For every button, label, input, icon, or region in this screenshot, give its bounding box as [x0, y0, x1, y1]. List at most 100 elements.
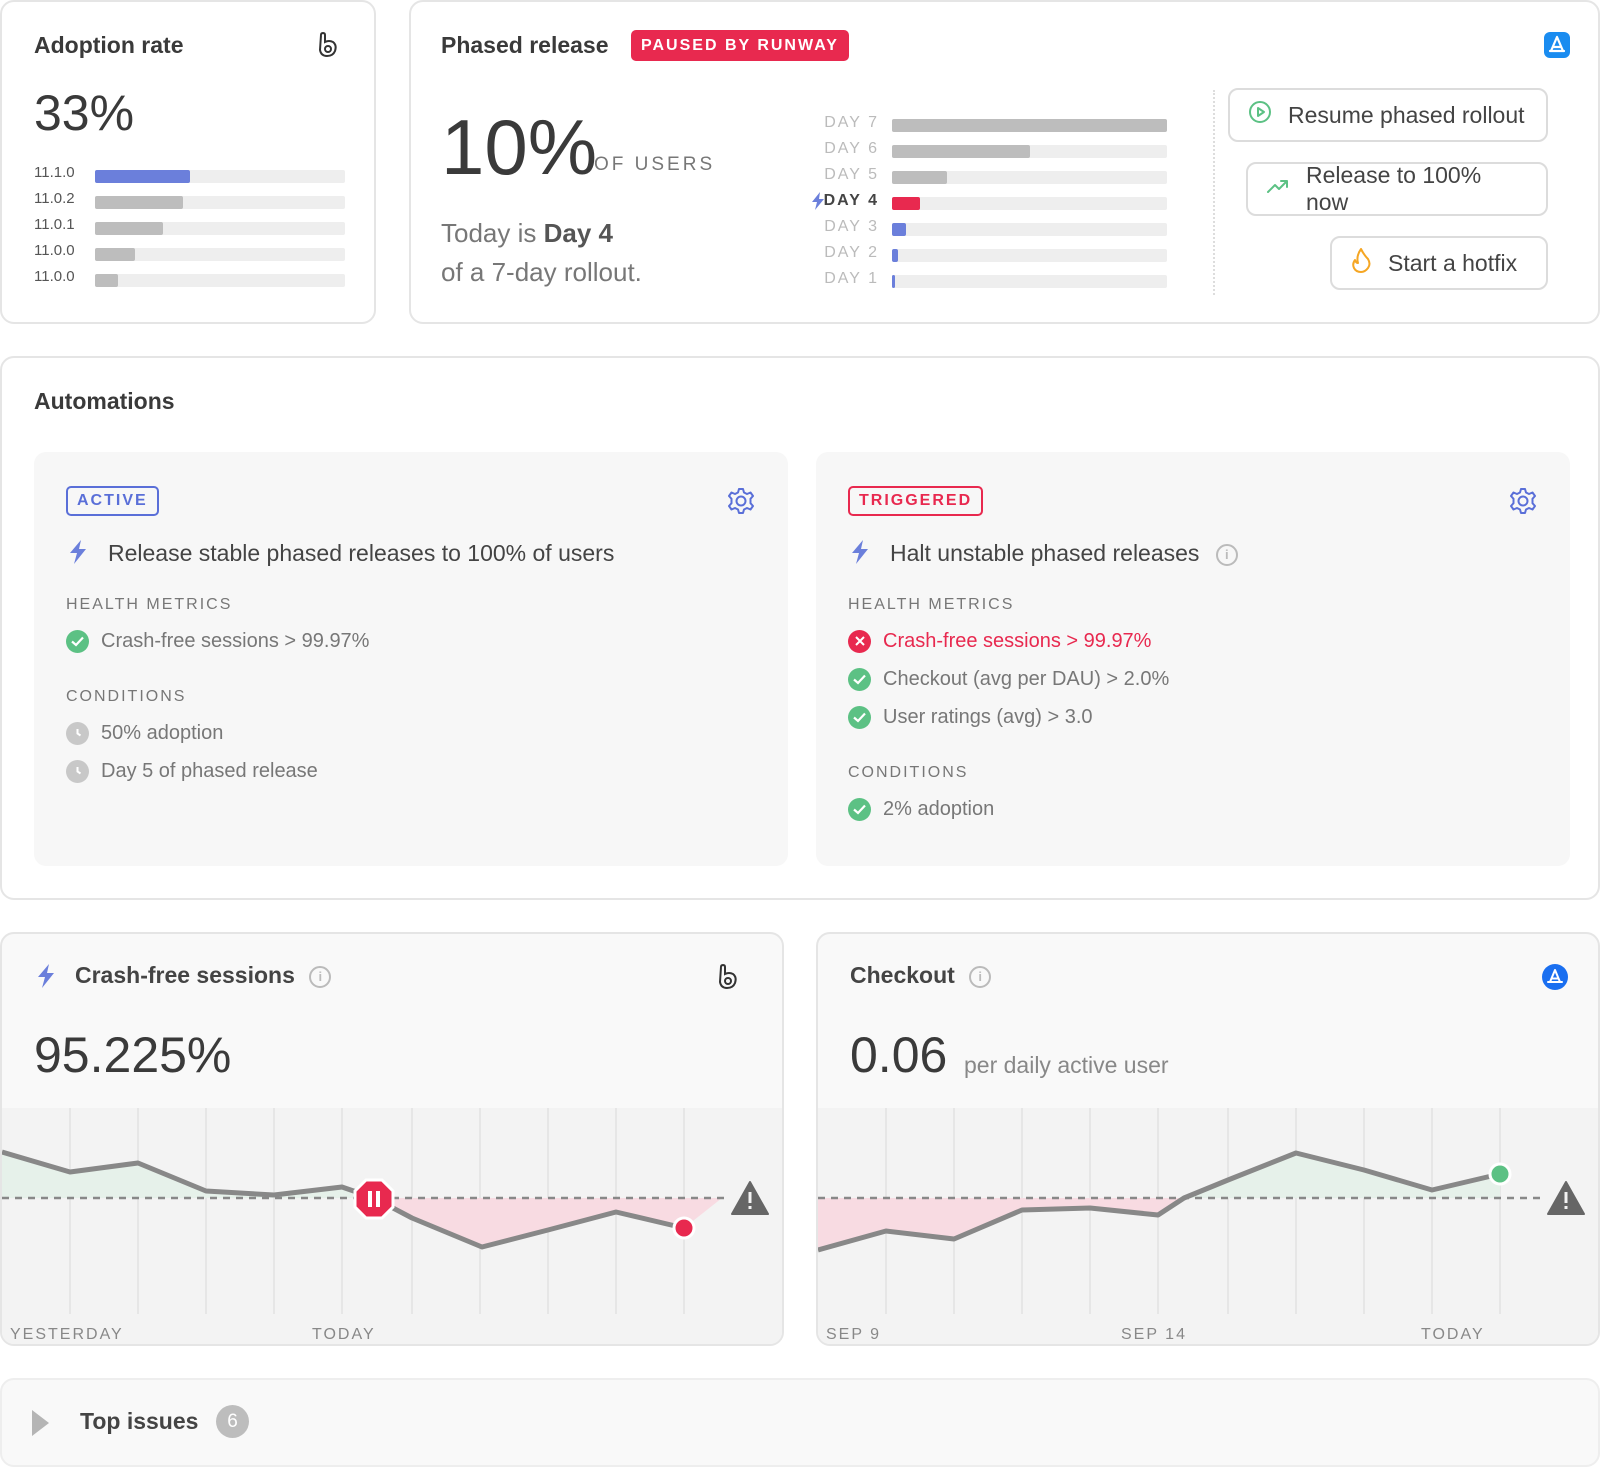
day-label: DAY 3 [824, 218, 879, 235]
release-label: Release to 100% now [1306, 162, 1482, 215]
day-row: DAY 7 [821, 114, 1181, 134]
health-metric-item: Checkout (avg per DAU) > 2.0% [848, 666, 1169, 692]
condition-text: 2% adoption [883, 797, 995, 820]
day-bar-fill [892, 249, 898, 262]
automation-active-panel: ACTIVE Release stable phased releases to… [34, 452, 788, 866]
play-circle-icon [1248, 100, 1272, 130]
health-metrics-label: HEALTH METRICS [66, 596, 233, 613]
health-metric-text: Crash-free sessions > 99.97% [101, 629, 370, 652]
day-bar-track [892, 145, 1167, 158]
axis-label: TODAY [1421, 1326, 1485, 1343]
gear-icon[interactable] [726, 486, 756, 521]
day-row: DAY 3 [821, 218, 1181, 238]
checkout-title-text: Checkout [850, 962, 955, 988]
checkout-value: 0.06 [850, 1027, 948, 1083]
health-metric-text: User ratings (avg) > 3.0 [883, 705, 1093, 728]
axis-label: SEP 9 [826, 1326, 882, 1343]
warning-icon [1547, 1181, 1585, 1215]
checkout-card: Checkout i 0.06 per daily active user SE… [816, 932, 1600, 1346]
info-icon[interactable]: i [969, 965, 992, 988]
app-store-icon [1544, 32, 1570, 58]
check-circle-icon [848, 797, 871, 821]
automation-triggered-panel: TRIGGERED Halt unstable phased releases … [816, 452, 1570, 866]
crash-chart: YESTERDAY TODAY [2, 1108, 782, 1344]
checkout-title: Checkout i [850, 962, 992, 989]
automation-title: Halt unstable phased releases i [890, 540, 1238, 567]
trend-up-icon [1266, 174, 1290, 204]
clock-icon [66, 721, 89, 745]
health-metric-text: Crash-free sessions > 99.97% [883, 629, 1152, 652]
automation-title: Release stable phased releases to 100% o… [108, 540, 615, 566]
version-bar-track [95, 248, 345, 261]
day-label: DAY 4 [823, 192, 879, 209]
crash-title: Crash-free sessions i [75, 962, 332, 989]
check-circle-icon [848, 667, 871, 691]
top-issues-row[interactable]: Top issues 6 [0, 1378, 1600, 1467]
day-label: DAY 7 [824, 114, 879, 131]
condition-text: Day 5 of phased release [101, 759, 318, 782]
issues-count-badge: 6 [216, 1405, 249, 1438]
version-bar-fill [95, 248, 135, 261]
conditions-label: CONDITIONS [66, 688, 187, 705]
version-row: 11.0.0 [34, 242, 346, 262]
day-label: DAY 2 [824, 244, 879, 261]
crash-value: 95.225% [34, 1027, 232, 1083]
version-label: 11.1.0 [34, 164, 75, 181]
day-label: DAY 1 [824, 270, 879, 287]
check-circle-icon [848, 705, 871, 729]
phased-unit: OF USERS [594, 154, 716, 175]
health-metric-item: Crash-free sessions > 99.97% [848, 628, 1151, 654]
axis-label: SEP 14 [1121, 1326, 1187, 1343]
day-bar-track [892, 197, 1167, 210]
current-day-bolt-icon [811, 192, 825, 215]
condition-text: 50% adoption [101, 721, 224, 744]
resume-rollout-button[interactable]: Resume phased rollout [1228, 88, 1548, 142]
phased-description: Today is Day 4 of a 7-day rollout. [441, 214, 642, 292]
version-bar-track [95, 196, 345, 209]
info-icon[interactable]: i [1215, 543, 1238, 566]
day-bar-fill [892, 275, 895, 288]
version-bar-track [95, 274, 345, 287]
expand-triangle-icon[interactable] [32, 1410, 49, 1436]
top-issues-title: Top issues [80, 1408, 199, 1434]
day-label: DAY 5 [824, 166, 879, 183]
flame-icon [1350, 247, 1372, 279]
resume-label: Resume phased rollout [1288, 101, 1525, 128]
day-bar-track [892, 223, 1167, 236]
day-bar-track [892, 119, 1167, 132]
clock-icon [66, 759, 89, 783]
phased-title: Phased release [441, 32, 609, 58]
phased-value: 10% [441, 103, 598, 191]
hotfix-label: Start a hotfix [1388, 249, 1518, 276]
condition-item: Day 5 of phased release [66, 758, 318, 784]
release-now-button[interactable]: Release to 100% now [1246, 162, 1548, 216]
day-row: DAY 5 [821, 166, 1181, 186]
info-icon[interactable]: i [309, 965, 332, 988]
day-bar-fill [892, 197, 920, 210]
day-bar-fill [892, 145, 1030, 158]
version-bar-fill [95, 274, 118, 287]
paused-badge: PAUSED BY RUNWAY [631, 30, 849, 61]
automations-title: Automations [34, 388, 175, 414]
day-bar-fill [892, 171, 947, 184]
gear-icon[interactable] [1508, 486, 1538, 521]
crash-title-text: Crash-free sessions [75, 962, 295, 988]
health-metric-item: User ratings (avg) > 3.0 [848, 704, 1093, 730]
version-label: 11.0.0 [34, 242, 75, 259]
day-label: DAY 6 [824, 140, 879, 157]
version-label: 11.0.1 [34, 216, 75, 233]
condition-item: 50% adoption [66, 720, 223, 746]
axis-label: YESTERDAY [10, 1326, 124, 1343]
version-label: 11.0.2 [34, 190, 75, 207]
version-row: 11.0.2 [34, 190, 346, 210]
day-row: DAY 2 [821, 244, 1181, 264]
crash-chart-svg [2, 1108, 769, 1314]
adoption-title: Adoption rate [34, 32, 184, 58]
day-bar-track [892, 275, 1167, 288]
crash-free-card: Crash-free sessions i 95.225% [0, 932, 784, 1346]
bolt-icon [36, 964, 56, 993]
start-hotfix-button[interactable]: Start a hotfix [1330, 236, 1548, 290]
x-circle-icon [848, 629, 871, 653]
condition-item: 2% adoption [848, 796, 994, 822]
version-bar-fill [95, 170, 190, 183]
